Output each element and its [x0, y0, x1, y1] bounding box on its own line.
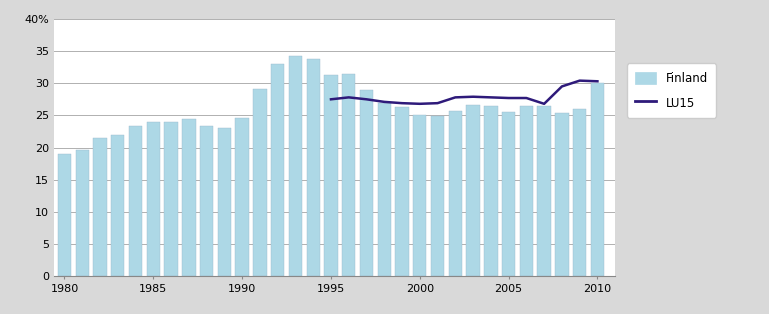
Bar [360, 90, 373, 276]
Bar [484, 106, 498, 276]
Bar [182, 119, 195, 276]
Bar [520, 106, 533, 276]
Bar [538, 106, 551, 276]
Bar [165, 122, 178, 276]
Bar [147, 122, 160, 276]
Bar [502, 111, 515, 276]
Bar [112, 135, 125, 276]
Bar [467, 105, 480, 276]
Bar [200, 126, 213, 276]
Bar [75, 149, 89, 276]
Bar [271, 64, 285, 276]
Bar [378, 103, 391, 276]
Bar [431, 116, 444, 276]
Bar [448, 111, 462, 276]
Bar [307, 59, 320, 276]
Bar [555, 113, 568, 276]
Bar [591, 83, 604, 276]
Bar [235, 118, 249, 276]
Bar [129, 126, 142, 276]
Bar [413, 116, 427, 276]
Bar [573, 109, 586, 276]
Bar [58, 154, 72, 276]
Bar [325, 75, 338, 276]
Bar [395, 107, 408, 276]
Bar [342, 74, 355, 276]
Bar [253, 89, 267, 276]
Bar [93, 138, 107, 276]
Legend: Finland, LU15: Finland, LU15 [627, 63, 716, 118]
Bar [218, 128, 231, 276]
Bar [289, 56, 302, 276]
